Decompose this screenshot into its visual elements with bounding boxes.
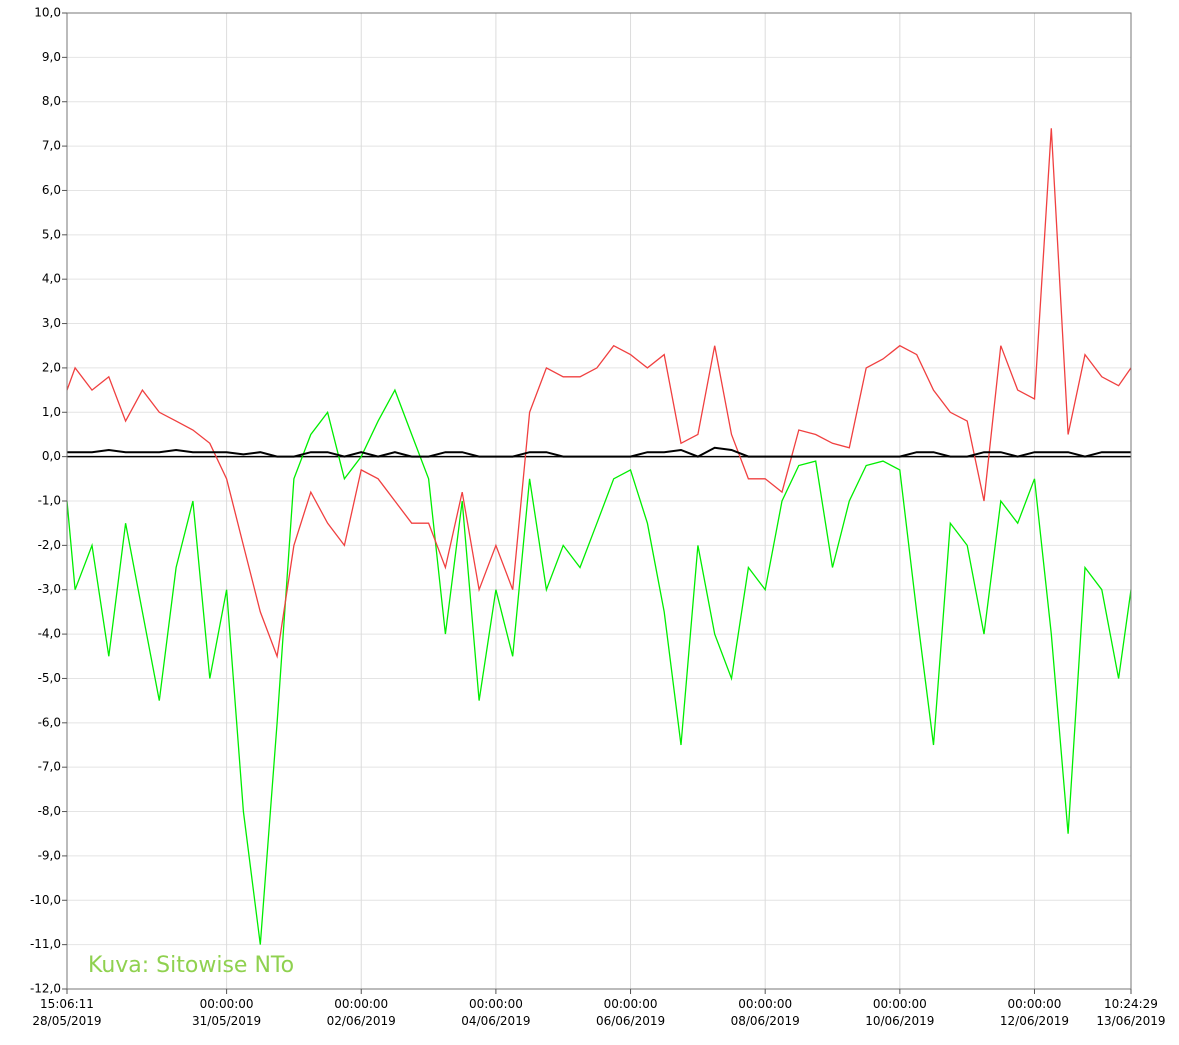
x-tick-label-line: 00:00:00	[1008, 997, 1062, 1011]
y-tick-label: 6,0	[42, 183, 61, 197]
y-tick-label: 8,0	[42, 94, 61, 108]
x-tick-label-line: 08/06/2019	[731, 1014, 800, 1028]
series-line	[67, 446, 1131, 458]
x-tick-label-line: 00:00:00	[738, 997, 792, 1011]
y-tick-label: -8,0	[38, 804, 61, 818]
x-tick-label-line: 04/06/2019	[461, 1014, 530, 1028]
y-tick-label: 2,0	[42, 360, 61, 374]
y-tick-label: 3,0	[42, 316, 61, 330]
x-tick-label-line: 00:00:00	[604, 997, 658, 1011]
x-tick-label-line: 10/06/2019	[865, 1014, 934, 1028]
y-tick-label: -2,0	[38, 538, 61, 552]
y-tick-label: 0,0	[42, 449, 61, 463]
x-tick-label-line: 00:00:00	[469, 997, 523, 1011]
y-tick-label: -4,0	[38, 627, 61, 641]
y-tick-label: 4,0	[42, 272, 61, 286]
y-tick-label: -11,0	[30, 937, 61, 951]
x-tick-label: 00:00:00 31/05/2019	[192, 997, 261, 1028]
y-tick-label: -3,0	[38, 582, 61, 596]
y-tick-label: -9,0	[38, 848, 61, 862]
y-tick-label: 5,0	[42, 227, 61, 241]
watermark: Kuva: Sitowise NTo	[88, 953, 294, 978]
x-tick-label-line: 12/06/2019	[1000, 1014, 1069, 1028]
y-tick-label: 9,0	[42, 50, 61, 64]
x-tick-label-line: 00:00:00	[334, 997, 388, 1011]
x-tick-label-line: 28/05/2019	[32, 1014, 101, 1028]
y-tick-label: -10,0	[30, 893, 61, 907]
y-tick-label: -5,0	[38, 671, 61, 685]
x-tick-label-line: 15:06:11	[40, 997, 94, 1011]
x-tick-label: 10:24:29 13/06/2019	[1096, 997, 1165, 1028]
x-tick-label-line: 31/05/2019	[192, 1014, 261, 1028]
y-tick-label: 7,0	[42, 139, 61, 153]
grid	[66, 12, 1132, 990]
x-tick-label-line: 10:24:29	[1104, 997, 1158, 1011]
x-tick-label-line: 00:00:00	[873, 997, 927, 1011]
y-tick-label: -7,0	[38, 760, 61, 774]
x-tick-label: 00:00:00 08/06/2019	[731, 997, 800, 1028]
y-tick-label: 1,0	[42, 405, 61, 419]
x-tick-label: 00:00:00 02/06/2019	[327, 997, 396, 1028]
y-tick-label: -6,0	[38, 715, 61, 729]
plot	[66, 128, 1132, 945]
x-tick-label: 00:00:00 12/06/2019	[1000, 997, 1069, 1028]
y-tick-label: 10,0	[34, 6, 61, 20]
x-tick-label: 00:00:00 04/06/2019	[461, 997, 530, 1028]
x-tick-label-line: 02/06/2019	[327, 1014, 396, 1028]
x-tick-label: 00:00:00 06/06/2019	[596, 997, 665, 1028]
series-line	[66, 388, 1132, 945]
x-tick-label-line: 06/06/2019	[596, 1014, 665, 1028]
x-tick-label-line: 00:00:00	[200, 997, 254, 1011]
x-tick-label-line: 13/06/2019	[1096, 1014, 1165, 1028]
y-tick-label: -12,0	[30, 982, 61, 996]
x-tick-label: 00:00:00 10/06/2019	[865, 997, 934, 1028]
y-tick-label: -1,0	[38, 494, 61, 508]
x-tick-label: 15:06:11 28/05/2019	[32, 997, 101, 1028]
axes: 10,0 9,0 8,0 7,0 6,0 5,0 4,0 3,0 2,0 1,0 0,0 -1,0 -2…	[30, 6, 1166, 1029]
series-line	[66, 128, 1132, 659]
